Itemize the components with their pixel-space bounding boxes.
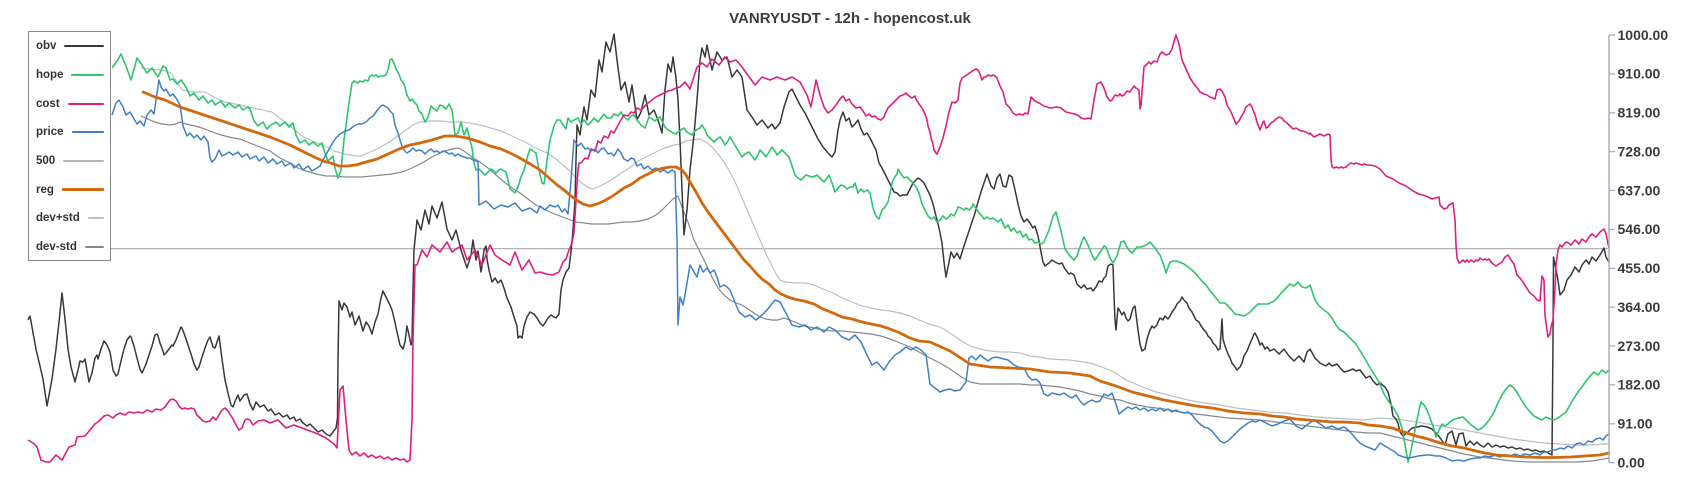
svg-text:0.00: 0.00 [1618,454,1645,470]
svg-text:273.00: 273.00 [1618,338,1661,354]
svg-text:819.00: 819.00 [1618,105,1661,121]
svg-text:1000.00: 1000.00 [1618,27,1669,43]
svg-text:364.00: 364.00 [1618,299,1661,315]
svg-text:182.00: 182.00 [1618,377,1661,393]
svg-text:91.00: 91.00 [1618,416,1653,432]
svg-text:455.00: 455.00 [1618,260,1661,276]
svg-text:637.00: 637.00 [1618,182,1661,198]
svg-text:910.00: 910.00 [1618,66,1661,82]
svg-text:728.00: 728.00 [1618,143,1661,159]
svg-text:546.00: 546.00 [1618,221,1661,237]
